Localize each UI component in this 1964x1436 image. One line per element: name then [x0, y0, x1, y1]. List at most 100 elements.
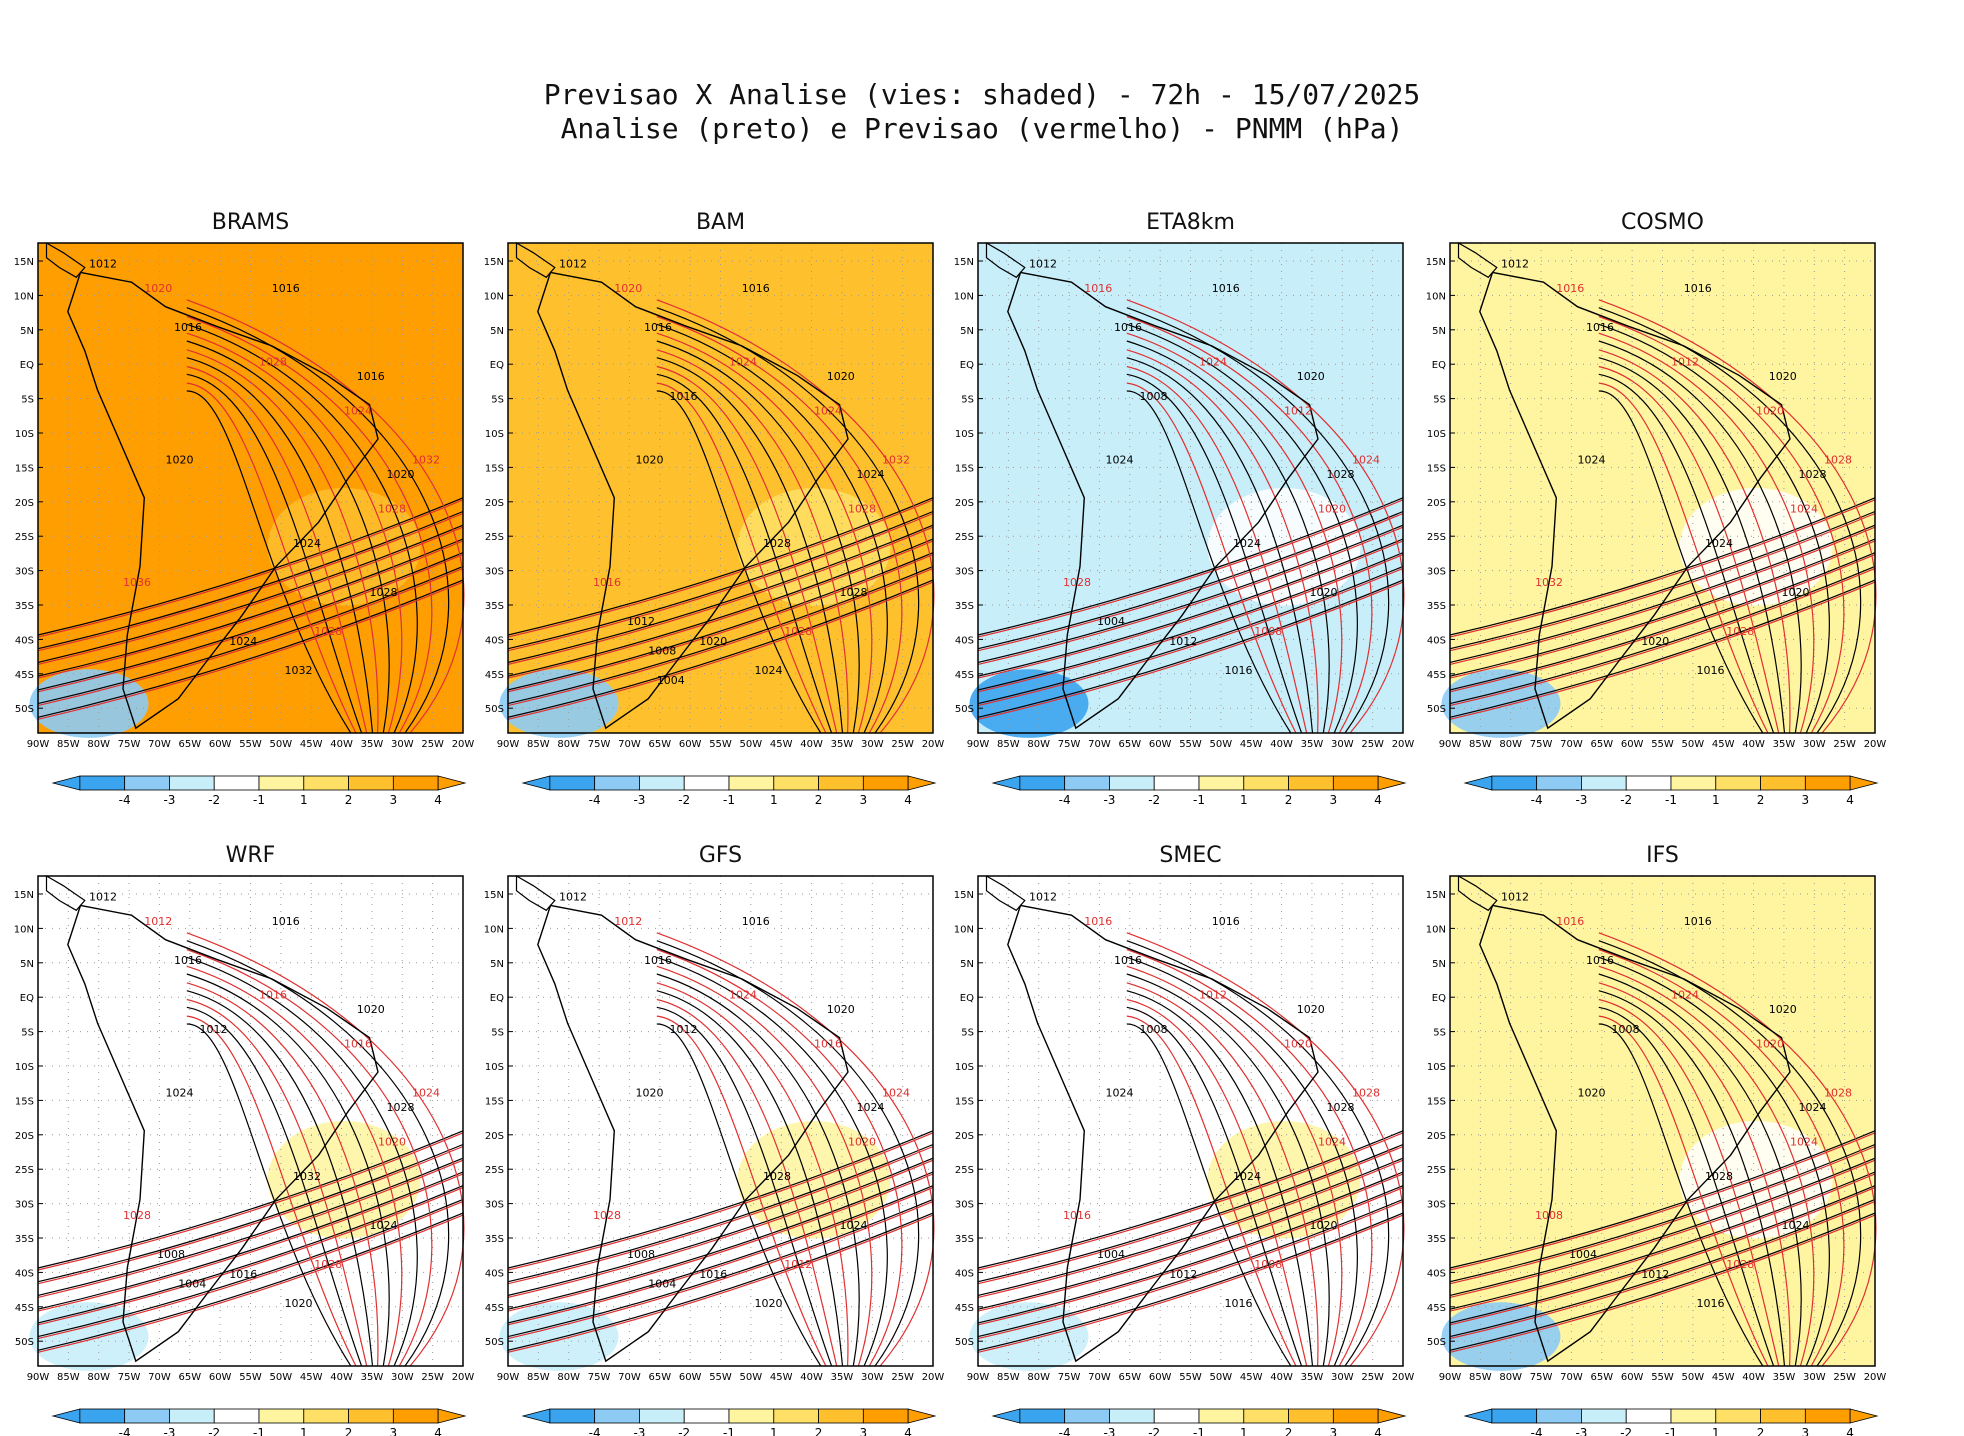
colorbar-segment — [594, 1408, 640, 1424]
analysis-contour-label: 1020 — [827, 370, 855, 383]
x-tick-label: 80W — [87, 1372, 110, 1383]
forecast-isobars-line — [1598, 998, 1780, 1367]
y-tick-label: 25S — [485, 532, 504, 543]
analysis-contour-label: 1028 — [840, 586, 868, 599]
forecast-contour-label: 1024 — [1790, 503, 1818, 516]
analysis-isobars-line — [1449, 1185, 1876, 1324]
y-tick-label: 35S — [485, 601, 504, 612]
y-tick-label: 40S — [955, 635, 974, 646]
y-tick-label: 50S — [485, 704, 504, 715]
y-tick-label: 20S — [955, 498, 974, 509]
x-tick-label: 25W — [1833, 1372, 1856, 1383]
analysis-isobars-line — [37, 552, 464, 691]
colorbar-segment — [549, 1408, 596, 1424]
forecast-contour-label: 1020 — [1756, 1038, 1784, 1051]
x-tick-label: 60W — [1621, 1372, 1644, 1383]
forecast-isobars-line — [507, 567, 934, 707]
colorbar-label: -3 — [1103, 1426, 1115, 1436]
analysis-isobars-line — [186, 373, 363, 734]
y-tick-label: 40S — [485, 635, 504, 646]
x-tick-label: 75W — [588, 1372, 611, 1383]
colorbar-segment — [1332, 775, 1379, 791]
y-tick-label: 25S — [15, 1165, 34, 1176]
forecast-isobars-line — [656, 299, 935, 734]
forecast-isobars-line — [186, 982, 379, 1367]
analysis-contour-label: 1024 — [755, 664, 783, 677]
colorbar-label: -2 — [208, 1426, 220, 1436]
x-tick-label: 35W — [361, 739, 384, 750]
colorbar-label: 2 — [1757, 1426, 1765, 1436]
forecast-isobars-line — [977, 581, 1404, 720]
analysis-isobars-line — [656, 1006, 833, 1367]
forecast-contour-label: 1020 — [848, 1136, 876, 1149]
analysis-contour-label: 1032 — [293, 1170, 321, 1183]
x-tick-label: 45W — [1712, 1372, 1735, 1383]
colorbar-arrow-low — [51, 775, 81, 791]
colorbar-arrow-low — [1463, 775, 1493, 791]
forecast-isobars-line — [1449, 1187, 1876, 1326]
y-tick-label: 15S — [955, 1096, 974, 1107]
colorbar-segment — [728, 775, 775, 791]
x-tick-label: 40W — [330, 739, 353, 750]
analysis-contour-label: 1016 — [1225, 1297, 1253, 1310]
y-tick-label: 20S — [485, 1131, 504, 1142]
forecast-isobars-line — [37, 1145, 464, 1285]
colorbar-label: -4 — [119, 793, 131, 807]
analysis-isobars — [656, 940, 920, 1367]
y-tick-label: 50S — [1427, 704, 1446, 715]
y-tick-label: 10S — [1427, 429, 1446, 440]
analysis-isobars-line — [977, 497, 1404, 636]
colorbar-arrow-high — [907, 775, 937, 791]
x-tick-label: 90W — [497, 739, 520, 750]
analysis-isobars-line — [1598, 340, 1802, 734]
y-tick-label: 25S — [1427, 1165, 1446, 1176]
forecast-contour-label: 1016 — [1084, 915, 1112, 928]
colorbar-arrow-high — [1849, 775, 1879, 791]
colorbar-segment — [303, 1408, 349, 1424]
x-tick-label: 60W — [209, 1372, 232, 1383]
y-tick-label: 20S — [955, 1131, 974, 1142]
forecast-isobars-south — [37, 499, 464, 720]
forecast-isobars-line — [1126, 382, 1297, 734]
colorbar-segment — [213, 1408, 260, 1424]
analysis-isobars-line — [186, 973, 390, 1367]
colorbar-segment — [1491, 1408, 1538, 1424]
colorbar-label: -4 — [1059, 793, 1071, 807]
forecast-contour-label: 1024 — [1790, 1136, 1818, 1149]
analysis-isobars-line — [186, 390, 352, 734]
analysis-isobars-line — [1598, 323, 1830, 734]
x-tick-label: 55W — [239, 1372, 262, 1383]
forecast-contour-label: 1024 — [814, 405, 842, 418]
colorbar-label: 3 — [390, 793, 398, 807]
x-tick-label: 90W — [1439, 1372, 1462, 1383]
forecast-isobars-line — [186, 332, 403, 734]
colorbar-segment — [1288, 1408, 1334, 1424]
analysis-contour-label: 1016 — [1114, 954, 1142, 967]
y-tick-label: 10N — [1426, 291, 1446, 302]
y-tick-label: 15N — [1426, 257, 1446, 268]
forecast-isobars-line — [977, 1200, 1404, 1340]
forecast-contour-label: 1024 — [1352, 454, 1380, 467]
colorbar-label: 1 — [1240, 1426, 1248, 1436]
analysis-contour-label: 1020 — [827, 1003, 855, 1016]
analysis-isobars-line — [656, 390, 822, 734]
x-tick-label: 55W — [1651, 739, 1674, 750]
forecast-isobars-line — [37, 499, 464, 638]
forecast-contour-label: 1008 — [1535, 1209, 1563, 1222]
analysis-isobars-line — [37, 565, 464, 705]
colorbar-label: 4 — [1374, 1426, 1382, 1436]
analysis-contour-label: 1024 — [1106, 1087, 1134, 1100]
analysis-contour-label: 1016 — [644, 954, 672, 967]
forecast-contour-label: 1012 — [1284, 405, 1312, 418]
forecast-contour-label: 1012 — [1671, 356, 1699, 369]
forecast-isobars-line — [37, 1132, 464, 1271]
colorbar-segment — [1760, 1408, 1806, 1424]
colorbar-label: 2 — [815, 1426, 823, 1436]
analysis-isobars-line — [186, 323, 418, 734]
x-tick-label: 65W — [648, 739, 671, 750]
y-tick-label: 25S — [1427, 532, 1446, 543]
forecast-isobars-line — [1598, 365, 1780, 734]
analysis-isobars-line — [1126, 357, 1314, 734]
analysis-contour-label: 1008 — [1140, 1023, 1168, 1036]
analysis-isobars-line — [507, 565, 934, 705]
